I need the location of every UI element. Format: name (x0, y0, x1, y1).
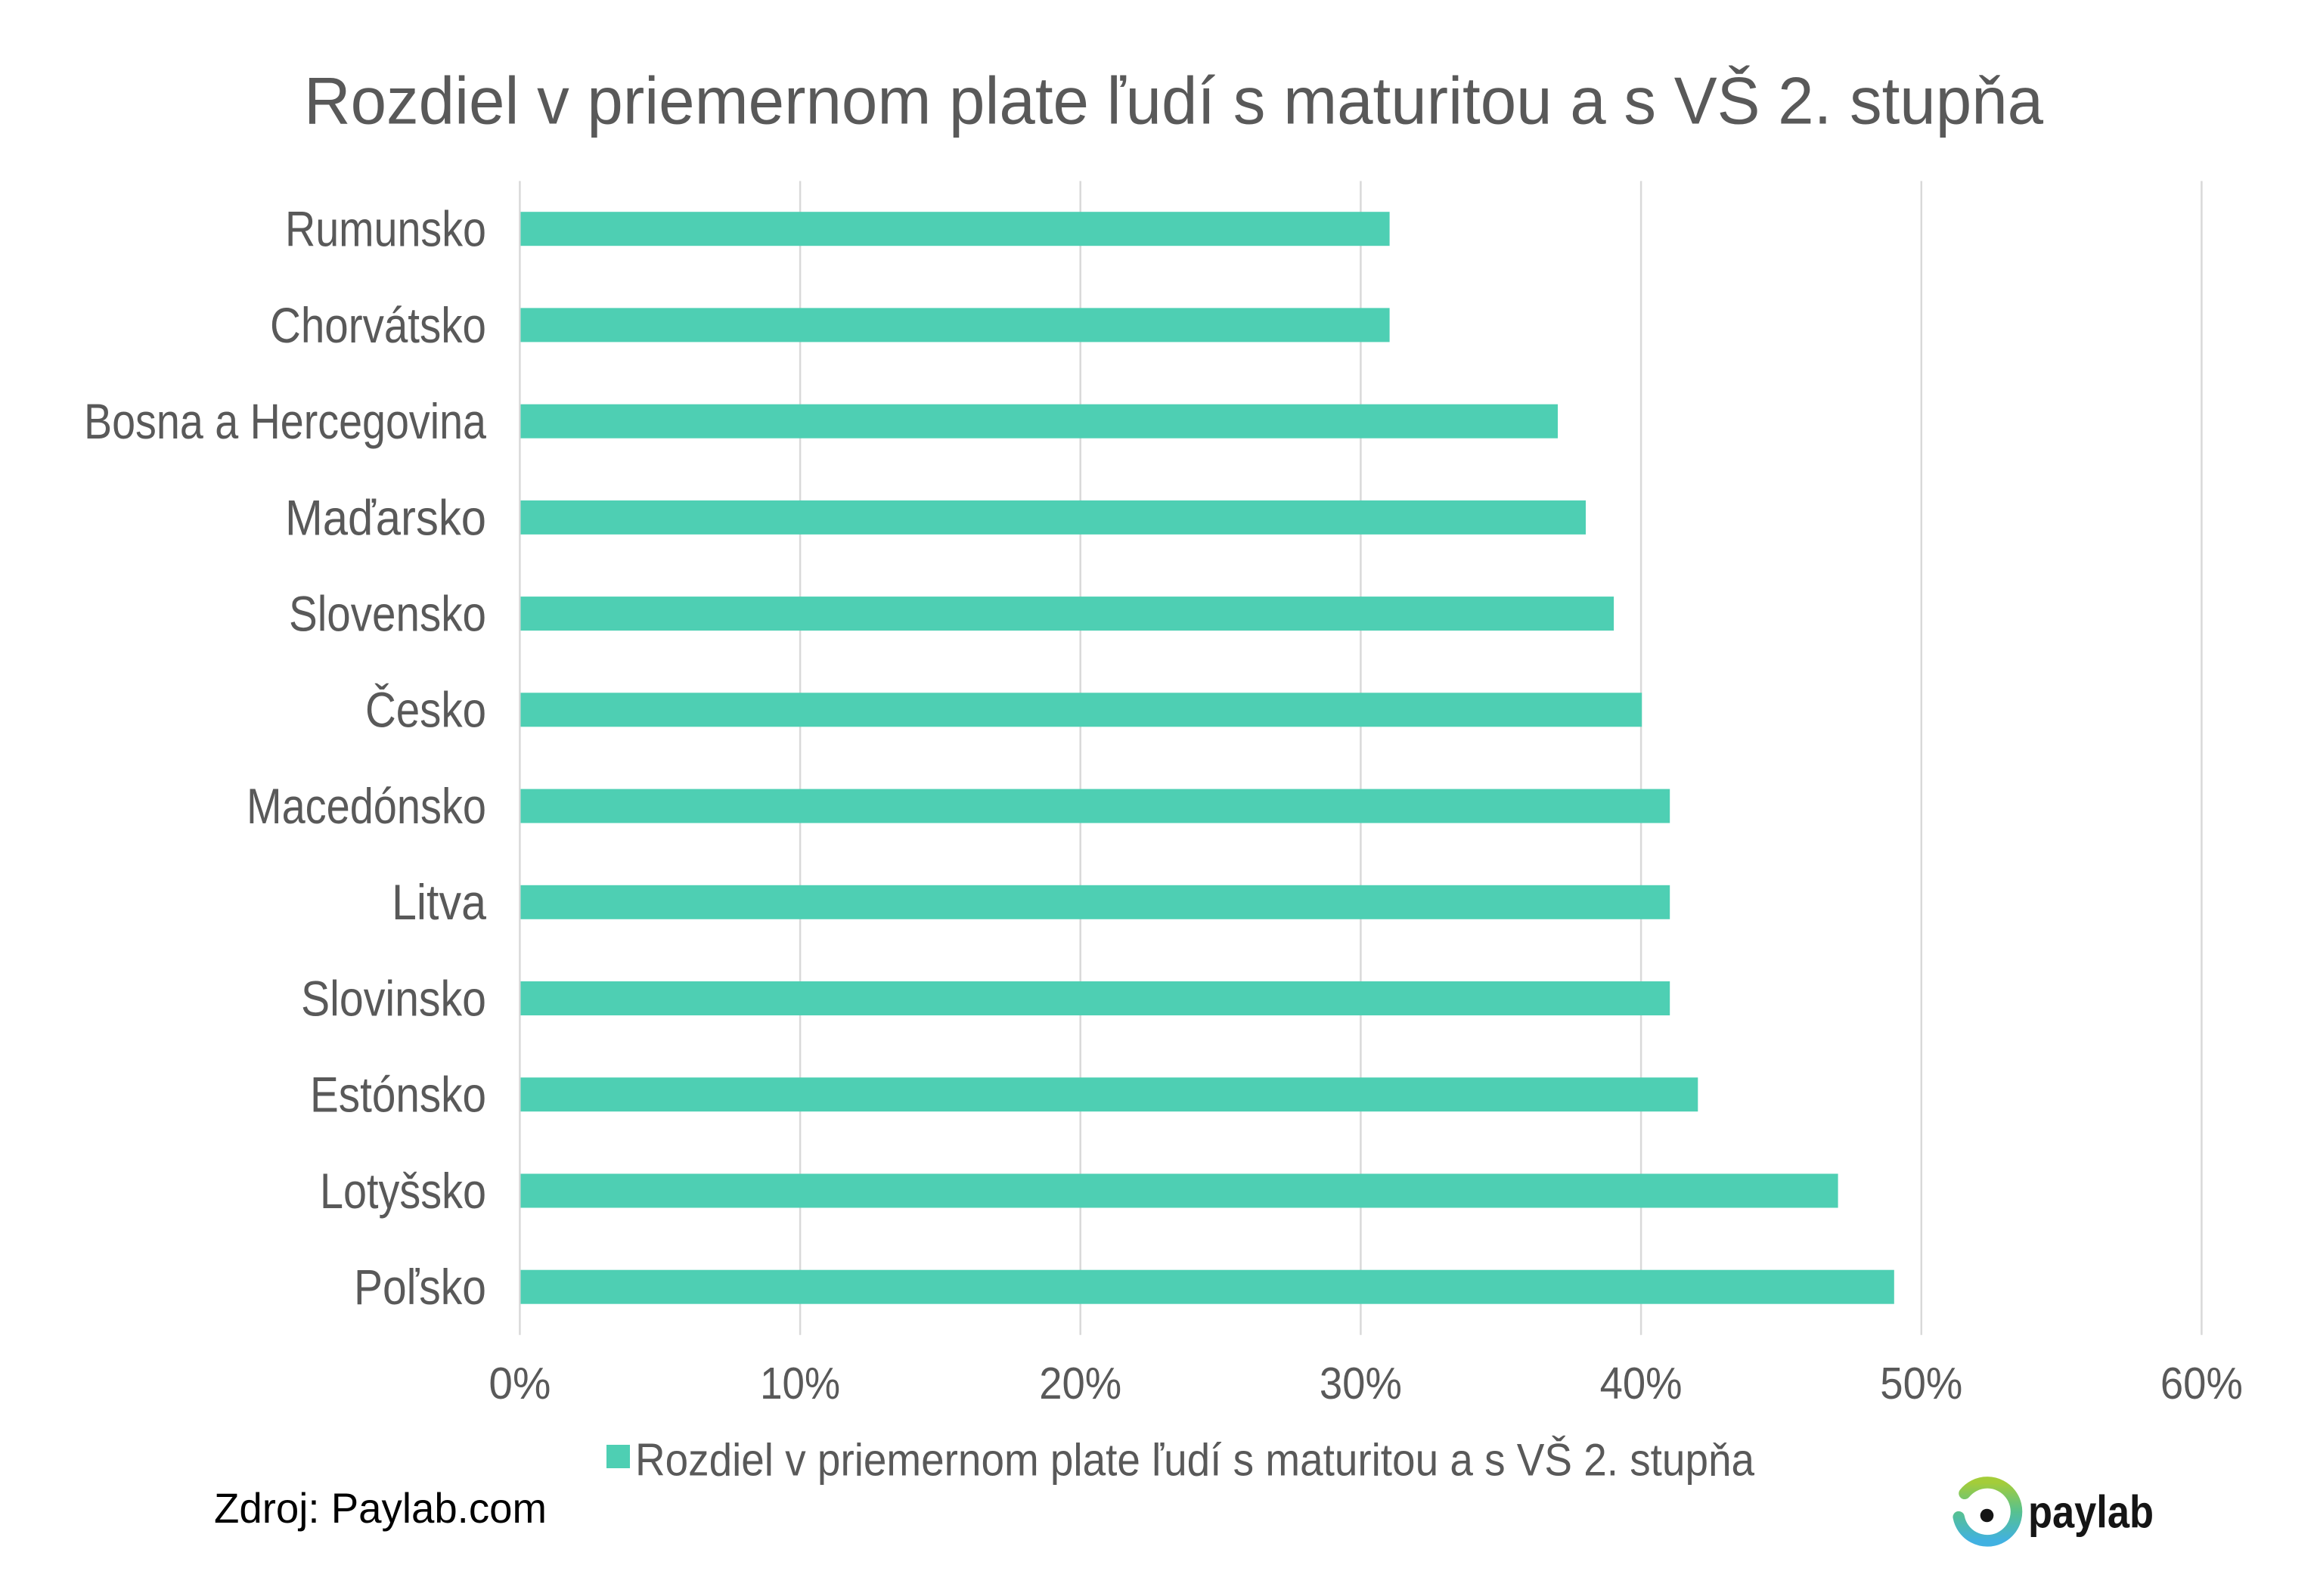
svg-text:Estónsko: Estónsko (310, 1067, 486, 1123)
svg-text:40%: 40% (1600, 1359, 1683, 1409)
svg-text:50%: 50% (1880, 1359, 1962, 1409)
svg-text:10%: 10% (760, 1359, 840, 1409)
svg-text:Rumunsko: Rumunsko (285, 201, 486, 257)
svg-text:Litva: Litva (392, 874, 486, 930)
svg-text:paylab: paylab (2028, 1487, 2154, 1538)
svg-text:Bosna a Hercegovina: Bosna a Hercegovina (84, 393, 486, 449)
svg-text:60%: 60% (2160, 1359, 2243, 1409)
svg-text:Lotyšsko: Lotyšsko (320, 1163, 486, 1219)
svg-text:30%: 30% (1320, 1359, 1402, 1409)
svg-text:Slovensko: Slovensko (289, 586, 486, 642)
svg-text:Maďarsko: Maďarsko (285, 489, 486, 545)
svg-text:0%: 0% (489, 1359, 551, 1409)
svg-text:Rozdiel v priemernom plate ľud: Rozdiel v priemernom plate ľudí s maturi… (635, 1435, 1755, 1486)
svg-text:Macedónsko: Macedónsko (247, 778, 486, 834)
svg-text:Česko: Česko (365, 682, 486, 738)
svg-text:Rozdiel v priemernom plate ľud: Rozdiel v priemernom plate ľudí s maturi… (304, 64, 2043, 138)
svg-text:Poľsko: Poľsko (354, 1259, 486, 1315)
svg-text:Zdroj: Paylab.com: Zdroj: Paylab.com (214, 1484, 547, 1532)
svg-text:Chorvátsko: Chorvátsko (270, 297, 486, 353)
svg-text:20%: 20% (1039, 1359, 1121, 1409)
svg-text:Slovinsko: Slovinsko (301, 970, 486, 1026)
